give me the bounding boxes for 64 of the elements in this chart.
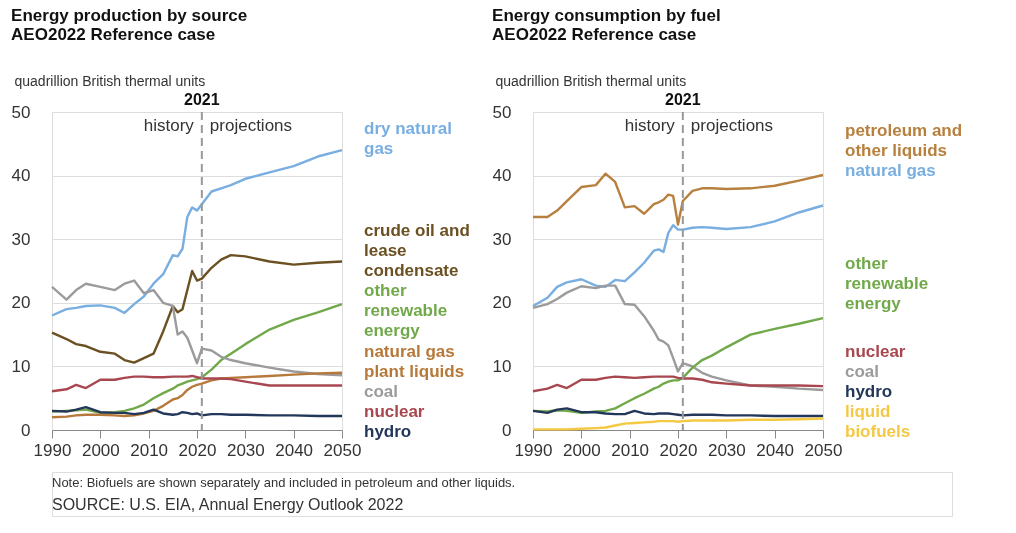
x-tick-label: 2050 [323, 440, 362, 460]
ref-line-label: 2021 [665, 91, 701, 108]
x-tick-label: 2000 [562, 440, 601, 460]
series-label: dry natural gas [364, 119, 452, 159]
x-tick-label: 2020 [659, 440, 698, 460]
series-label: crude oil and lease condensate [364, 220, 470, 280]
series-label: natural gas [845, 161, 936, 181]
chart-subtitle: AEO2022 Reference case [492, 25, 697, 44]
series-label: petroleum and other liquids [845, 120, 963, 160]
y-tick-label: 50 [11, 102, 31, 122]
source-note: SOURCE: U.S. EIA, Annual Energy Outlook 2022 [52, 496, 404, 513]
chart-title: Energy consumption by fuel [492, 6, 721, 25]
line-series [50, 405, 344, 418]
y-tick-label: 0 [21, 420, 31, 440]
x-tick-label: 2040 [275, 440, 314, 460]
x-tick-label: 2050 [804, 440, 843, 460]
x-tick-label: 2030 [226, 440, 265, 460]
y-tick-label: 0 [502, 420, 512, 440]
series-label: other renewable energy [845, 253, 929, 313]
annotation: projections [209, 116, 293, 135]
annotation: history [624, 116, 676, 135]
y-tick-label: 40 [492, 166, 512, 186]
chart-title: Energy production by source [11, 6, 248, 25]
line-series [531, 172, 825, 226]
line-series [531, 375, 825, 393]
x-tick-label: 2040 [756, 440, 795, 460]
line-series [531, 407, 825, 418]
line-series [50, 148, 344, 317]
y-tick-label: 20 [492, 293, 512, 313]
x-tick-label: 2030 [707, 440, 746, 460]
text: Note: Biofuels are shown separately and included in petroleum and other liquids. [52, 475, 516, 490]
x-tick-label: 2020 [178, 440, 217, 460]
y-axis-title: quadrillion British thermal units [14, 72, 206, 89]
series-label: hydro [364, 422, 412, 441]
x-tick-label: 2010 [130, 440, 169, 460]
chart-subtitle: AEO2022 Reference case [11, 25, 216, 44]
x-tick-label: 2000 [81, 440, 120, 460]
annotation: history [143, 116, 195, 135]
series-label: nuclear [364, 402, 425, 421]
series-label: coal [845, 362, 880, 381]
x-tick-label: 1990 [514, 440, 553, 460]
y-tick-label: 30 [11, 229, 31, 249]
series-label: coal [364, 382, 399, 401]
series-label: other renewable energy [364, 280, 448, 340]
line-series [50, 374, 344, 393]
y-axis-title: quadrillion British thermal units [495, 72, 687, 89]
y-tick-label: 40 [11, 166, 31, 186]
line-series [50, 371, 344, 419]
y-tick-label: 10 [492, 356, 512, 376]
series-label: hydro [845, 382, 893, 401]
y-tick-label: 20 [11, 293, 31, 313]
x-tick-label: 2010 [611, 440, 650, 460]
annotation: projections [690, 116, 774, 135]
ref-line-label: 2021 [184, 91, 220, 108]
series-label: nuclear [845, 342, 906, 361]
series-label: natural gas plant liquids [364, 342, 465, 381]
line-series [50, 253, 344, 364]
line-series [531, 204, 825, 308]
y-tick-label: 10 [11, 356, 31, 376]
series-label: liquid biofuels [845, 402, 911, 441]
x-tick-label: 1990 [33, 440, 72, 460]
line-series [50, 302, 344, 415]
y-tick-label: 50 [492, 102, 512, 122]
y-tick-label: 30 [492, 229, 512, 249]
